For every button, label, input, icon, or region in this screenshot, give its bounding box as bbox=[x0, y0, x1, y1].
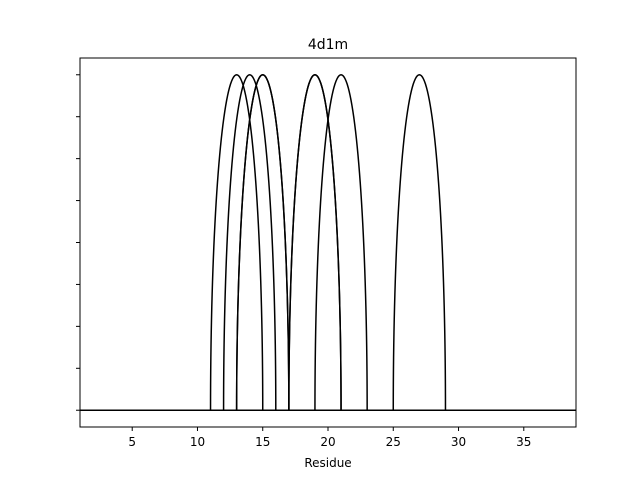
x-tick-label: 25 bbox=[386, 435, 401, 449]
arc-4 bbox=[235, 73, 290, 411]
arc-6 bbox=[288, 73, 342, 411]
x-tick-label: 35 bbox=[516, 435, 531, 449]
arc-2 bbox=[222, 73, 277, 411]
arc-7 bbox=[314, 73, 368, 411]
x-tick-label: 30 bbox=[451, 435, 466, 449]
x-tick-label: 15 bbox=[255, 435, 270, 449]
arc-1 bbox=[209, 73, 264, 411]
x-axis-label: Residue bbox=[304, 456, 351, 470]
y-axis-ticks bbox=[76, 74, 80, 411]
arc-8 bbox=[392, 73, 447, 411]
chart-title: 4d1m bbox=[308, 37, 348, 53]
plot-frame bbox=[79, 57, 577, 428]
x-axis-ticks: 5 10 15 20 25 30 35 bbox=[128, 427, 531, 449]
x-tick-label: 10 bbox=[190, 435, 205, 449]
arcs-layer bbox=[209, 73, 447, 411]
x-tick-label: 5 bbox=[128, 435, 136, 449]
x-tick-label: 20 bbox=[320, 435, 335, 449]
